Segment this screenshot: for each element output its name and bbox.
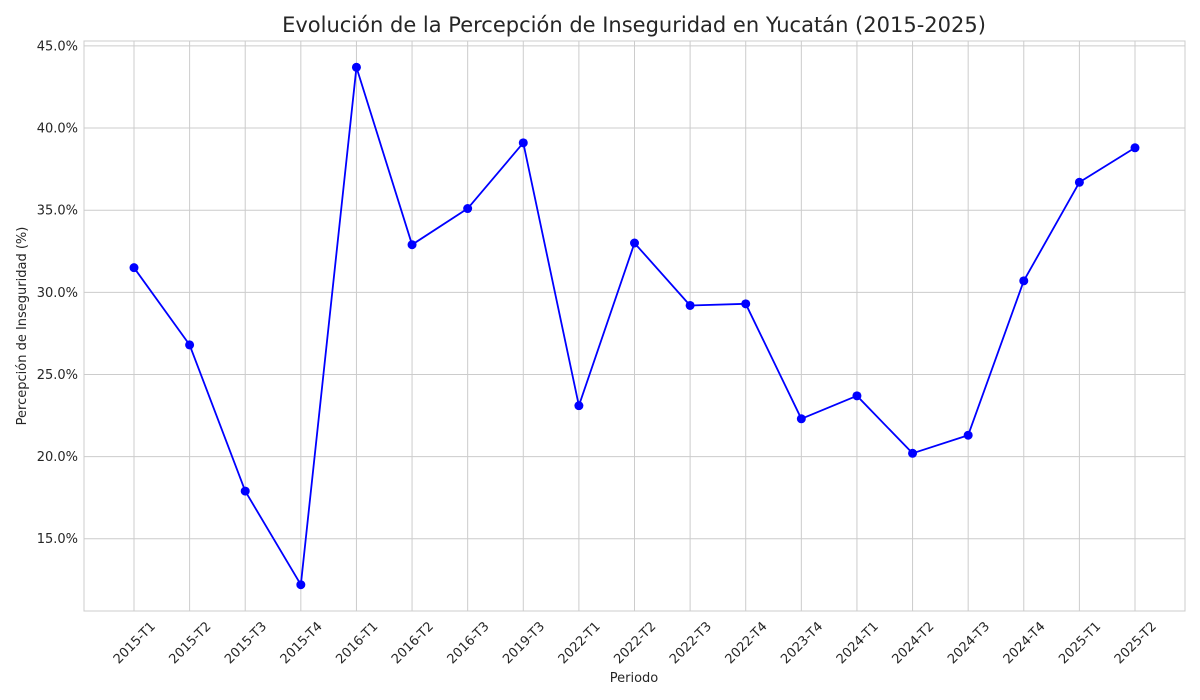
y-axis-ticks: 15.0% 20.0% 25.0% 30.0% 35.0% 40.0% 45.0% (37, 39, 78, 547)
plot-frame (83, 40, 1186, 612)
data-point (574, 401, 584, 411)
x-tick-label: 2015-T4 (278, 619, 326, 667)
x-tick-label: 2015-T2 (166, 619, 214, 667)
data-point (407, 240, 417, 250)
data-point (852, 391, 862, 401)
data-point (129, 263, 139, 273)
data-point (1130, 143, 1140, 153)
x-tick-label: 2016-T1 (333, 619, 381, 667)
data-point (685, 300, 695, 310)
data-point (630, 238, 639, 248)
x-tick-label: 2022-T4 (723, 619, 771, 667)
data-point (796, 414, 806, 424)
x-tick-label: 2016-T2 (389, 619, 437, 667)
data-point (518, 138, 528, 148)
y-axis-label: Percepción de Inseguridad (%) (15, 227, 30, 426)
x-tick-label: 2016-T3 (445, 619, 493, 667)
x-tick-label: 2025-T2 (1112, 619, 1160, 667)
data-point (351, 62, 361, 72)
y-tick-label: 35.0% (37, 204, 78, 219)
data-point (296, 580, 306, 590)
data-point (908, 448, 918, 458)
data-point (741, 299, 751, 309)
y-tick-label: 45.0% (37, 39, 78, 54)
data-point (463, 204, 473, 214)
x-tick-label: 2015-T3 (222, 619, 270, 667)
x-tick-label: 2024-T2 (889, 619, 937, 667)
y-tick-label: 25.0% (37, 368, 78, 383)
grid (84, 41, 1185, 611)
x-tick-label: 2023-T4 (778, 619, 826, 667)
y-tick-label: 40.0% (37, 122, 78, 137)
data-point (185, 340, 195, 350)
data-points (129, 62, 1140, 590)
y-tick-label: 15.0% (37, 532, 78, 547)
x-tick-label: 2015-T1 (111, 619, 159, 667)
x-tick-label: 2022-T3 (667, 619, 715, 667)
x-tick-label: 2022-T1 (556, 619, 604, 667)
data-point (240, 486, 250, 496)
x-tick-label: 2024-T4 (1001, 619, 1049, 667)
chart-title: Evolución de la Percepción de Insegurida… (282, 13, 986, 37)
y-tick-label: 30.0% (37, 286, 78, 301)
x-tick-label: 2024-T3 (945, 619, 993, 667)
x-tick-label: 2025-T1 (1056, 619, 1104, 667)
data-point (1074, 177, 1084, 187)
x-tick-label: 2024-T1 (834, 619, 882, 667)
data-point (1019, 276, 1029, 286)
x-tick-label: 2022-T2 (611, 619, 659, 667)
x-tick-label: 2019-T3 (500, 619, 548, 667)
x-axis-ticks: 2015-T1 2015-T2 2015-T3 2015-T4 2016-T1 2016-… (111, 619, 1160, 667)
data-point (963, 430, 973, 440)
x-axis-label: Periodo (610, 671, 659, 686)
y-tick-label: 20.0% (37, 450, 78, 465)
